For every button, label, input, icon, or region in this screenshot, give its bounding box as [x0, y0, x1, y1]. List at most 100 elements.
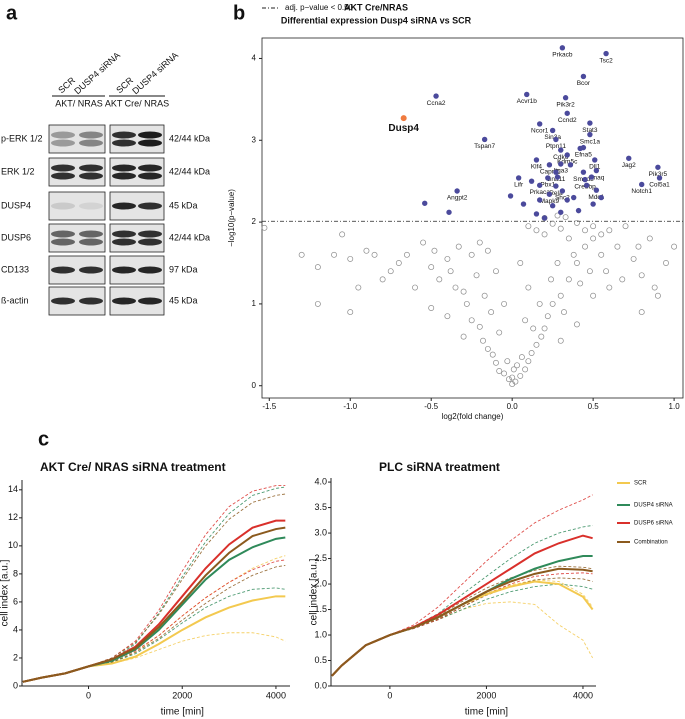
y-tick-label: 2.5 — [314, 553, 327, 563]
significant-point — [588, 174, 595, 180]
blot-band — [112, 164, 136, 172]
significant-point — [536, 182, 543, 188]
legend-label: DUSP4 siRNA — [634, 503, 673, 509]
chart-title: AKT Cre/NRAS — [344, 2, 408, 12]
point — [528, 350, 535, 356]
series-band-line — [22, 485, 286, 683]
point — [554, 260, 561, 266]
point — [436, 276, 443, 283]
blot-band — [51, 164, 75, 172]
point — [501, 300, 508, 307]
significant-point — [546, 162, 553, 168]
y-tick-label: 0 — [252, 381, 257, 390]
point — [468, 251, 475, 258]
point — [452, 284, 459, 291]
gene-label: Mdc1 — [588, 194, 604, 201]
size-label: 45 kDa — [169, 200, 198, 210]
blot-band — [79, 230, 103, 238]
series-band-line — [331, 572, 593, 677]
point — [403, 251, 410, 258]
significant-point — [582, 176, 588, 183]
x-tick-label: -0.5 — [424, 402, 438, 411]
series-band-line — [331, 494, 593, 677]
point — [590, 223, 597, 230]
chart-subtitle: Differential expression Dusp4 siRNA vs S… — [281, 15, 472, 25]
point — [635, 243, 642, 250]
point — [447, 268, 454, 275]
western-blot: SCR DUSP4 siRNA SCR DUSP4 siRNA AKT/ NRA… — [1, 50, 210, 316]
significant-point — [454, 188, 460, 194]
point — [481, 292, 488, 299]
point — [518, 354, 525, 361]
panel-label: b — [233, 2, 245, 24]
y-tick-label: 12 — [8, 512, 18, 522]
y-tick-label: 3.0 — [314, 527, 327, 537]
point — [517, 372, 524, 379]
point — [522, 366, 529, 373]
series-band-line — [331, 601, 594, 677]
blot-band — [138, 164, 162, 172]
blot-frame — [109, 157, 165, 187]
protein-label: ERK 1/2 — [1, 166, 35, 176]
gene-label: Itga3 — [554, 168, 569, 175]
significant-point — [575, 207, 582, 214]
point — [387, 268, 394, 275]
blot-band — [51, 238, 75, 246]
point — [614, 243, 621, 250]
point — [638, 272, 645, 279]
blot-band — [112, 297, 136, 305]
blot-band — [51, 202, 75, 210]
point — [651, 284, 658, 291]
series-line — [22, 519, 286, 683]
series-band-line — [22, 555, 286, 683]
blot-band — [138, 139, 162, 147]
blot-band — [112, 172, 136, 180]
significant-point — [533, 211, 540, 217]
point — [314, 300, 321, 307]
protein-label: DUSP4 — [1, 200, 31, 210]
point — [261, 224, 268, 231]
x-axis-label: log2(fold change) — [442, 412, 504, 421]
point — [347, 309, 354, 316]
blot-band — [79, 164, 103, 172]
blot-band — [112, 139, 136, 147]
y-axis-label: −log10(p−value) — [227, 189, 236, 247]
y-tick-label: 3.5 — [314, 502, 327, 512]
blot-frame — [48, 124, 106, 154]
point — [468, 317, 475, 324]
panel-label: a — [6, 2, 18, 24]
significant-point — [507, 193, 514, 199]
point — [557, 225, 564, 232]
significant-point — [593, 187, 600, 193]
point — [606, 284, 613, 291]
point — [606, 227, 613, 234]
chart-title: PLC siRNA treatment — [379, 460, 500, 474]
significant-point — [528, 178, 535, 184]
significant-point — [656, 175, 663, 181]
gene-label: Cdk6 — [553, 154, 569, 161]
y-tick-label: 4 — [13, 624, 18, 634]
significant-point — [592, 157, 598, 163]
significant-point — [593, 167, 600, 174]
significant-point — [524, 91, 530, 98]
gene-label: Prkaca — [530, 189, 551, 196]
gene-label: Dll1 — [589, 164, 601, 171]
significant-point — [562, 95, 569, 101]
point — [512, 378, 519, 385]
gene-label: Kdm5c — [557, 159, 578, 166]
gene-label: Pbx1 — [540, 182, 555, 189]
point — [619, 276, 626, 283]
gene-label: Pik3r2 — [556, 101, 575, 108]
gene-label: Rela — [549, 190, 563, 197]
gene-label: Lifr — [514, 182, 524, 189]
point — [671, 243, 678, 250]
blot-band — [79, 297, 103, 305]
gene-label: Capn2 — [540, 169, 560, 176]
blot-band — [51, 297, 75, 305]
point — [586, 268, 593, 275]
point — [476, 323, 483, 330]
blot-frame — [48, 157, 106, 187]
point — [544, 313, 551, 320]
blot-band — [51, 230, 75, 238]
point — [517, 260, 524, 266]
